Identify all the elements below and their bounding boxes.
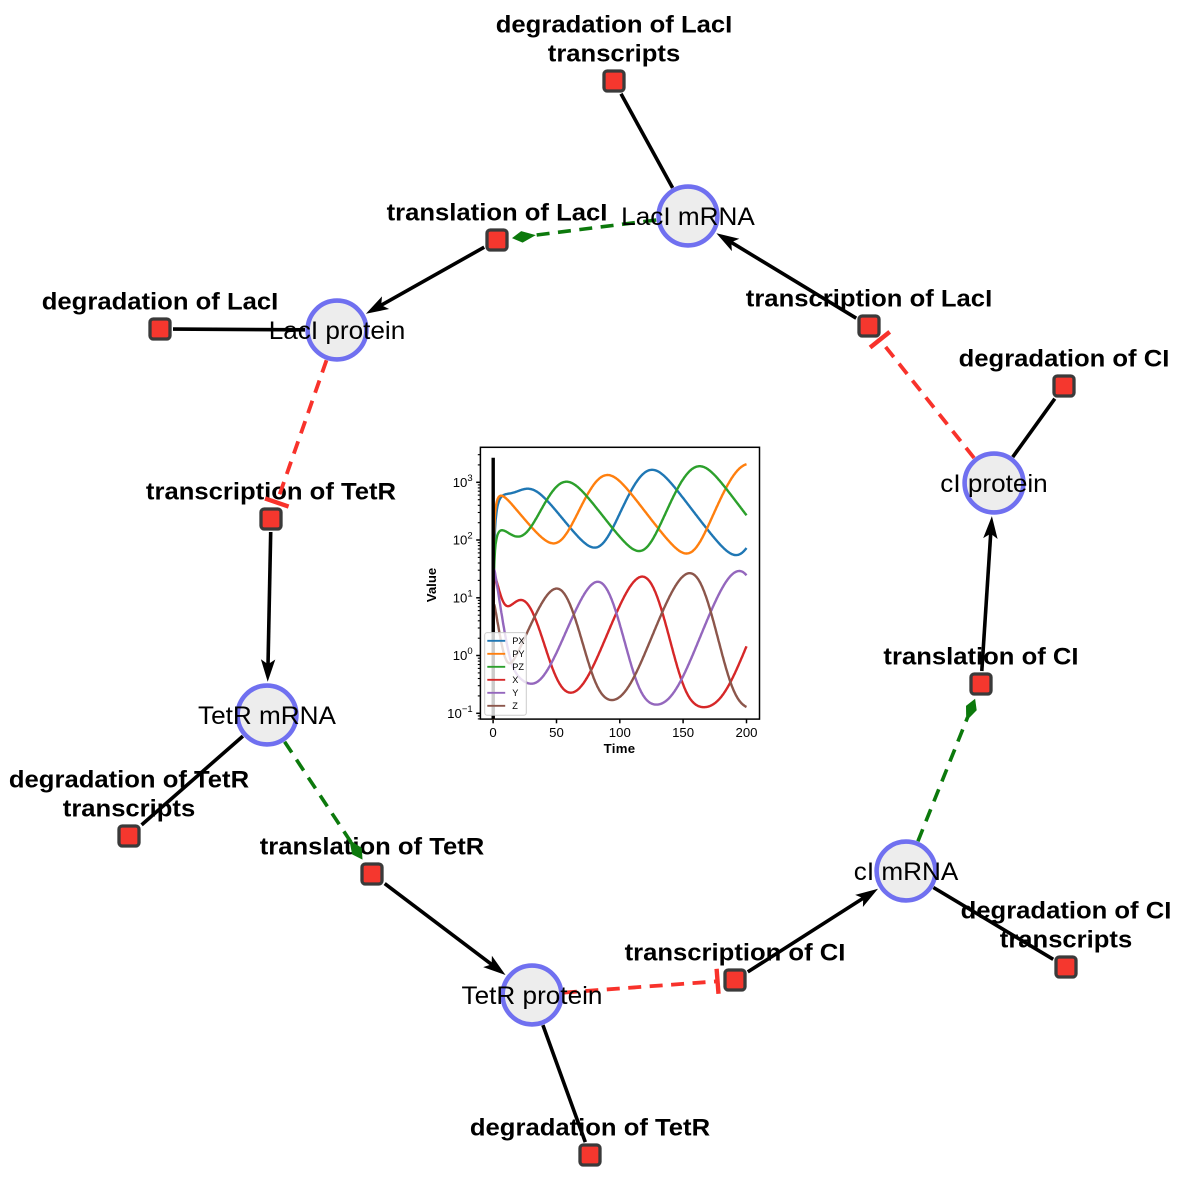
svg-text:transcription of CI: transcription of CI: [625, 940, 846, 967]
svg-text:PZ: PZ: [512, 662, 524, 672]
svg-text:LacI protein: LacI protein: [269, 317, 406, 345]
svg-text:Time: Time: [604, 741, 636, 756]
svg-text:Z: Z: [512, 701, 518, 711]
svg-text:transcription of LacI: transcription of LacI: [746, 286, 992, 313]
svg-text:degradation of CI: degradation of CI: [959, 346, 1170, 373]
svg-text:TetR mRNA: TetR mRNA: [198, 702, 336, 730]
svg-text:translation of LacI: translation of LacI: [387, 200, 608, 227]
svg-text:PX: PX: [512, 636, 524, 646]
svg-text:degradation of TetR: degradation of TetR: [9, 767, 249, 794]
svg-text:degradation of TetR: degradation of TetR: [470, 1115, 710, 1142]
svg-text:degradation of CI: degradation of CI: [961, 898, 1172, 925]
svg-text:50: 50: [549, 725, 564, 740]
svg-text:PY: PY: [512, 649, 524, 659]
svg-text:200: 200: [735, 725, 757, 740]
svg-text:LacI mRNA: LacI mRNA: [621, 203, 755, 231]
svg-text:degradation of LacI: degradation of LacI: [496, 12, 733, 39]
svg-text:100: 100: [609, 725, 631, 740]
svg-text:TetR protein: TetR protein: [462, 982, 603, 1010]
svg-text:Value: Value: [424, 568, 439, 602]
svg-text:cI mRNA: cI mRNA: [854, 858, 959, 886]
svg-text:150: 150: [672, 725, 694, 740]
svg-text:X: X: [512, 675, 518, 685]
svg-text:Y: Y: [512, 688, 518, 698]
svg-text:0: 0: [489, 725, 496, 740]
svg-text:translation of TetR: translation of TetR: [260, 834, 485, 861]
svg-text:cI protein: cI protein: [940, 470, 1047, 498]
svg-text:transcripts: transcripts: [63, 796, 195, 823]
svg-text:transcripts: transcripts: [548, 41, 680, 68]
svg-text:degradation of LacI: degradation of LacI: [42, 289, 279, 316]
